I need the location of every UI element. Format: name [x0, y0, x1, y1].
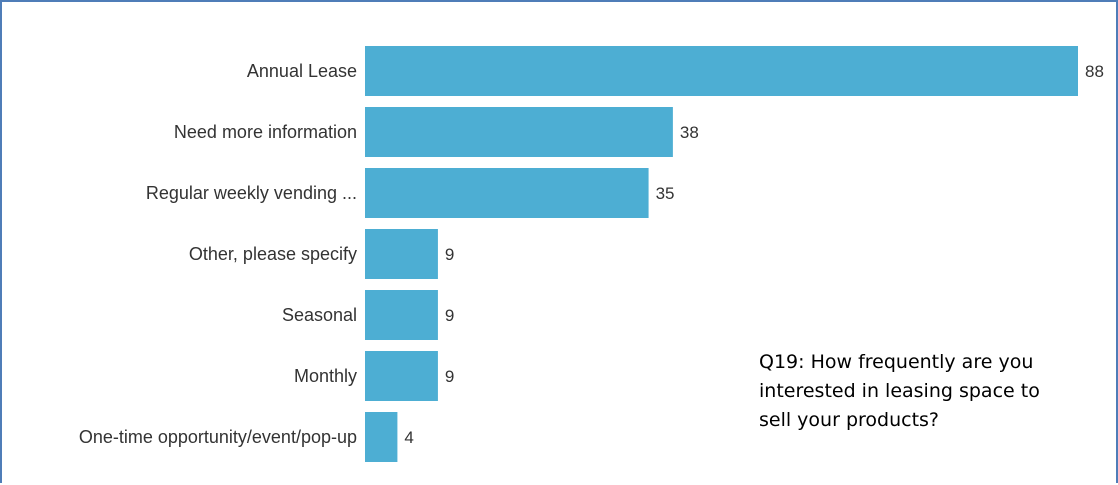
category-label: Annual Lease [247, 61, 357, 81]
category-label: Monthly [294, 366, 357, 386]
value-label: 38 [680, 123, 699, 142]
value-label: 9 [445, 367, 454, 386]
category-label: Regular weekly vending ... [146, 183, 357, 203]
bar [365, 107, 673, 157]
value-label: 9 [445, 245, 454, 264]
bar [365, 229, 438, 279]
bar [365, 168, 649, 218]
category-label: One-time opportunity/event/pop-up [79, 427, 357, 447]
bar [365, 46, 1078, 96]
bar [365, 351, 438, 401]
bar [365, 290, 438, 340]
category-label: Need more information [174, 122, 357, 142]
question-text: Q19: How frequently are you interested i… [759, 351, 1040, 431]
category-label: Seasonal [282, 305, 357, 325]
value-label: 88 [1085, 62, 1104, 81]
value-label: 4 [404, 428, 413, 447]
value-label: 9 [445, 306, 454, 325]
value-label: 35 [656, 184, 675, 203]
bar [365, 412, 398, 462]
category-label: Other, please specify [189, 244, 357, 264]
